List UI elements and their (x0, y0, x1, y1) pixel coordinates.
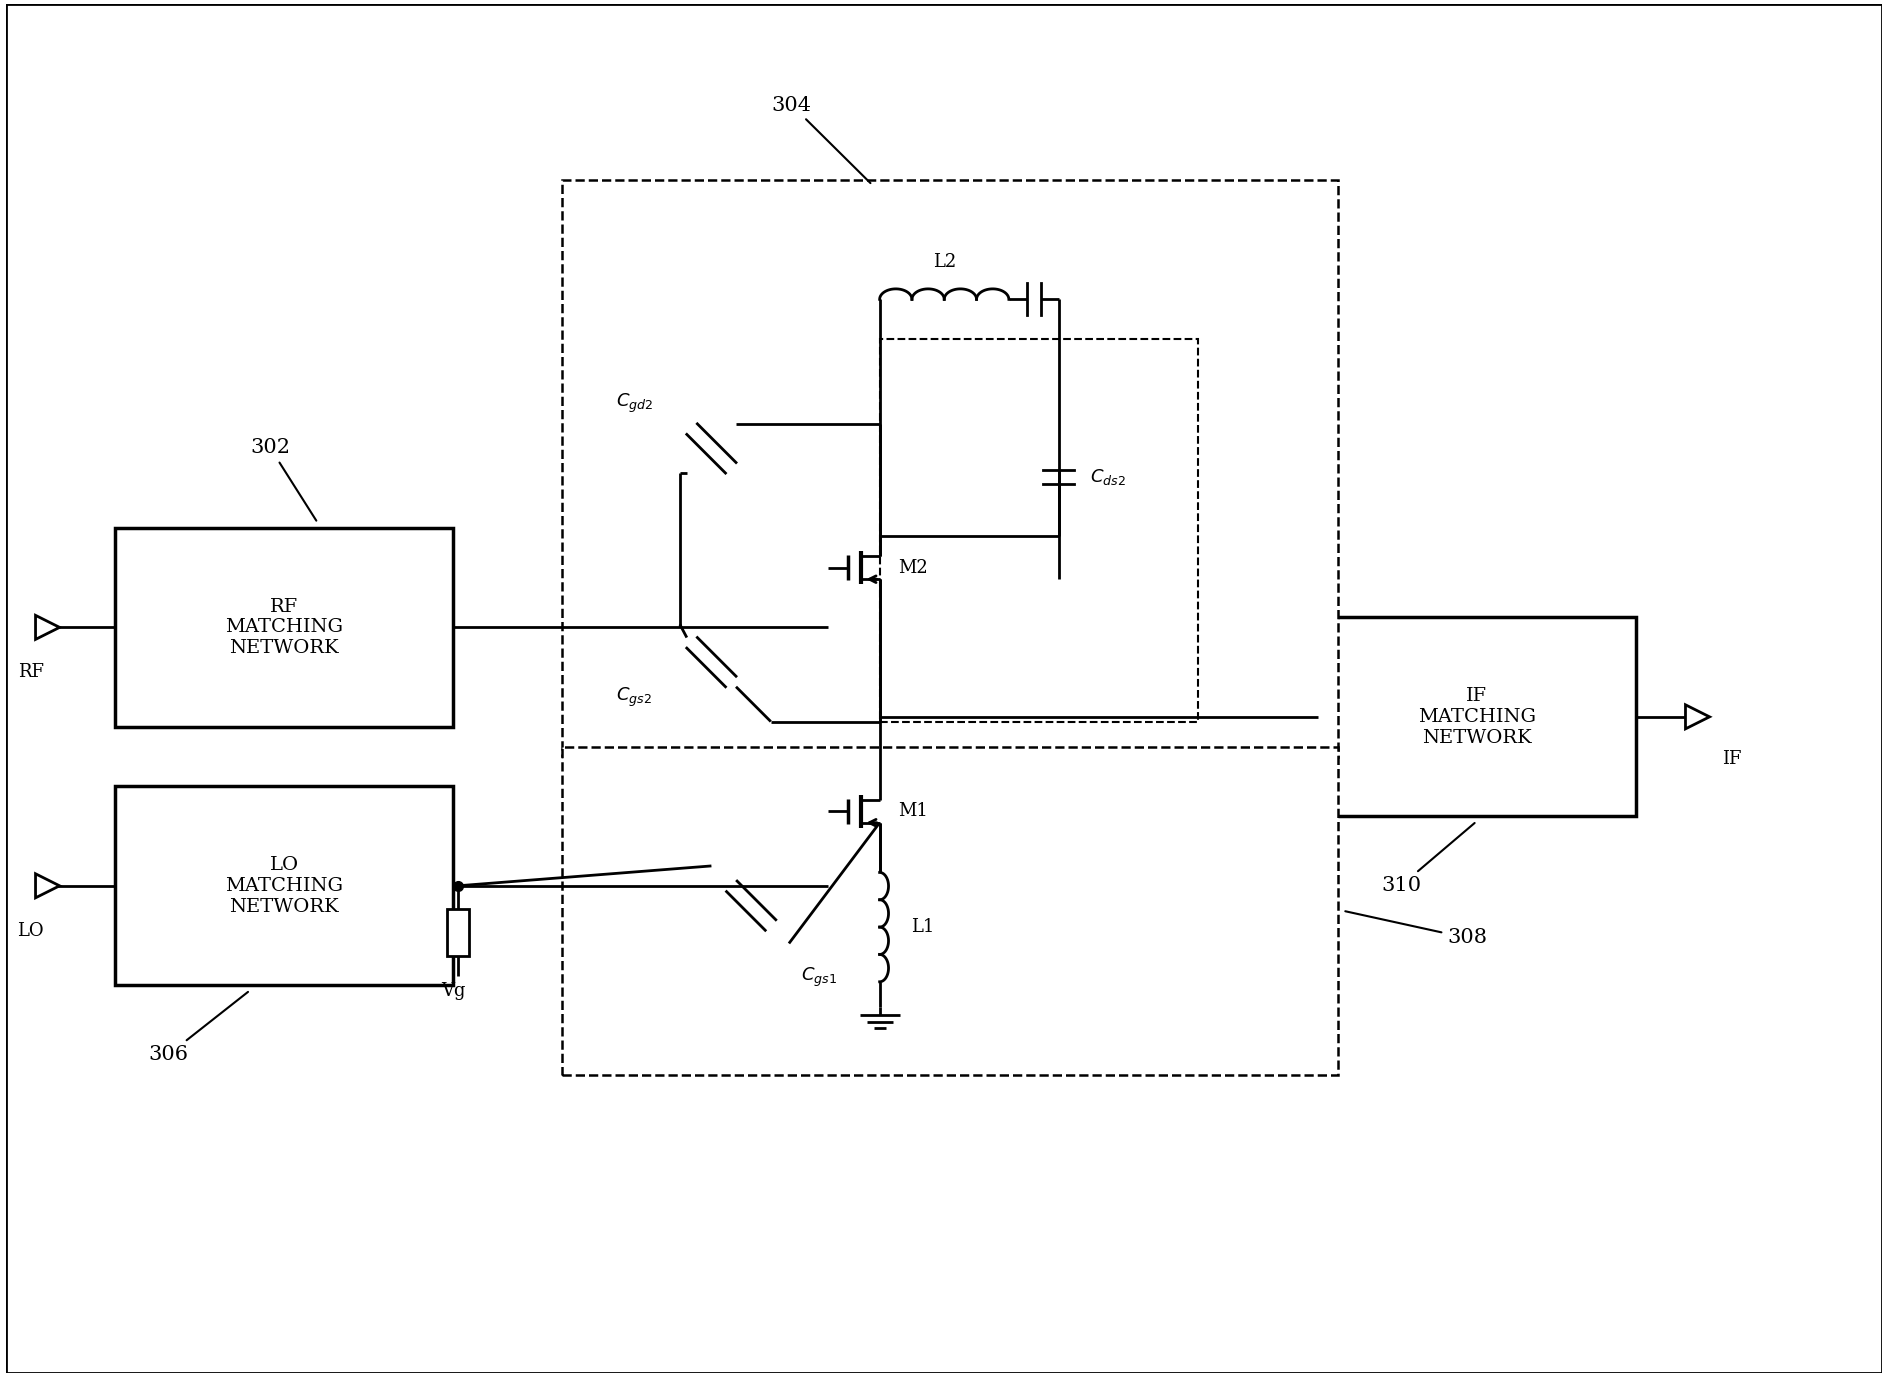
Text: IF
MATCHING
NETWORK: IF MATCHING NETWORK (1418, 687, 1535, 746)
Text: $C_{gd2}$: $C_{gd2}$ (617, 392, 653, 416)
Text: 310: 310 (1382, 823, 1475, 895)
Text: L2: L2 (933, 252, 955, 271)
Polygon shape (1686, 705, 1709, 728)
Text: M1: M1 (899, 803, 927, 821)
Text: M2: M2 (899, 559, 927, 577)
Text: 306: 306 (149, 991, 247, 1064)
Text: LO
MATCHING
NETWORK: LO MATCHING NETWORK (225, 856, 344, 916)
Bar (115, 786, 453, 985)
Text: $C_{gs1}$: $C_{gs1}$ (801, 965, 836, 989)
Text: IF: IF (1722, 749, 1743, 767)
Bar (563, 746, 1337, 1074)
Bar (1318, 617, 1635, 817)
Bar (563, 180, 1337, 756)
Text: RF: RF (17, 664, 43, 682)
Text: Vg: Vg (440, 982, 464, 1000)
Text: 302: 302 (251, 438, 317, 521)
Polygon shape (36, 874, 60, 898)
Text: 308: 308 (1346, 912, 1488, 947)
Polygon shape (36, 616, 60, 639)
Text: RF
MATCHING
NETWORK: RF MATCHING NETWORK (225, 598, 344, 657)
Bar (115, 527, 453, 727)
Text: $C_{ds2}$: $C_{ds2}$ (1091, 467, 1127, 486)
Text: L1: L1 (912, 918, 935, 936)
Text: LO: LO (17, 921, 43, 939)
Bar (880, 339, 1199, 722)
Bar (447, 909, 468, 957)
Text: $C_{gs2}$: $C_{gs2}$ (615, 686, 651, 709)
Text: 304: 304 (772, 95, 870, 183)
